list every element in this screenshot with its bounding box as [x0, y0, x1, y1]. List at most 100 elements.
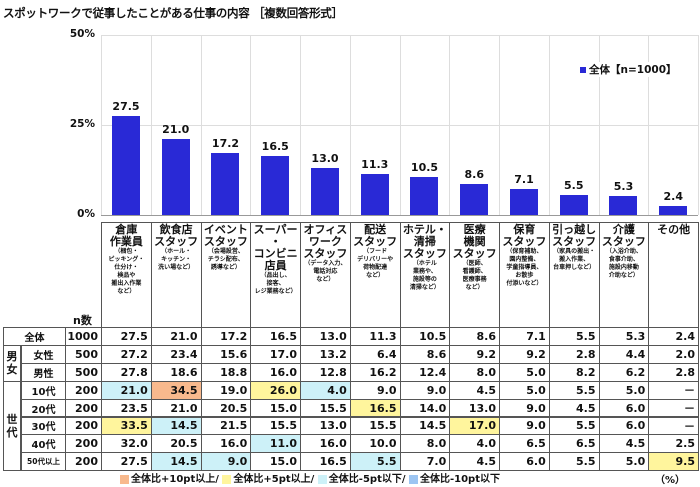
table-cell: 7.0	[399, 452, 451, 472]
bar	[659, 206, 688, 215]
table-cell: 11.0	[250, 434, 301, 454]
bar-value-label: 5.5	[564, 179, 584, 193]
gridline-vertical	[698, 35, 699, 215]
row-label: 女性	[21, 344, 66, 364]
table-cell: 15.5	[300, 398, 351, 418]
table-cell: 16.2	[349, 362, 401, 382]
row-n: 200	[65, 452, 102, 472]
row-label: 全体	[3, 327, 66, 346]
table-cell: 6.5	[548, 434, 600, 454]
row-n: 500	[65, 362, 102, 382]
table-cell: 27.5	[101, 452, 152, 472]
bar	[161, 139, 190, 215]
table-cell: 9.0	[349, 380, 401, 400]
category-name: 引っ越し スタッフ	[552, 223, 597, 248]
bar	[310, 168, 339, 215]
table-cell: 8.2	[548, 362, 600, 382]
table-cell: 9.2	[499, 344, 550, 364]
table-cell: 18.8	[200, 362, 252, 382]
swatch-p10	[120, 474, 129, 484]
row-n: 500	[65, 344, 102, 364]
table-cell: 16.5	[250, 327, 301, 346]
table-cell: －	[648, 416, 699, 436]
bar-value-label: 8.6	[464, 168, 485, 182]
category-note: （入浴介助、 食事介助、 施設内移動 介助など）	[605, 248, 642, 279]
table-cell: 23.4	[150, 344, 202, 364]
table-cell: 16.5	[300, 452, 351, 472]
category-note: （ホール・ キッチン・ 洗い場など）	[158, 248, 195, 271]
table-cell: 17.0	[449, 416, 500, 436]
table-cell: 27.5	[101, 327, 152, 346]
table-cell: 9.0	[499, 398, 550, 418]
table-cell: 6.0	[499, 452, 550, 472]
table-cell: 13.0	[449, 398, 500, 418]
unit-label: （%）	[655, 475, 686, 486]
gridline-horizontal	[101, 125, 698, 126]
row-label: 20代	[21, 398, 66, 418]
bar-value-label: 17.2	[211, 137, 240, 151]
legend-label: 全体【n=1000】	[589, 64, 677, 76]
table-cell: 2.5	[648, 434, 699, 454]
table-cell: 13.2	[300, 344, 351, 364]
row-n: 1000	[65, 327, 102, 346]
table-cell: 4.4	[598, 344, 650, 364]
bar-value-label: 21.0	[162, 123, 190, 137]
table-cell: 13.0	[300, 416, 351, 436]
table-cell: 9.5	[648, 452, 699, 472]
category-name: その他	[657, 223, 691, 236]
table-cell: 15.6	[200, 344, 252, 364]
table-cell: 15.5	[250, 416, 301, 436]
column-header: ホテル・ 清掃 スタッフ （ホテル 業務や、 施設等の 清掃など）	[399, 222, 451, 327]
category-note: （データ入力、 電話対応 など）	[304, 260, 347, 283]
gridline-horizontal	[101, 35, 698, 36]
table-cell: 2.4	[648, 327, 699, 346]
swatch-m10	[408, 474, 418, 484]
bar	[509, 189, 538, 215]
table-cell: 10.5	[399, 327, 451, 346]
table-cell: 6.0	[598, 416, 650, 436]
row-label: 10代	[21, 380, 66, 400]
table-cell: 15.0	[250, 398, 301, 418]
category-name: オフィス ワーク スタッフ	[303, 223, 348, 260]
bar	[460, 184, 489, 215]
table-cell: 16.0	[300, 434, 351, 454]
row-label: 40代	[21, 434, 66, 454]
category-name: イベント スタッフ	[203, 223, 248, 248]
table-cell: 6.0	[598, 398, 650, 418]
row-n: 200	[65, 416, 102, 436]
group-label-age: 世 代	[3, 380, 21, 472]
category-name: 飲食店 スタッフ	[154, 223, 199, 248]
category-note: （梱包・ ピッキング・ 仕分け・ 検品や 搬出入作業 など）	[108, 248, 145, 295]
table-cell: 9.0	[399, 380, 451, 400]
table-cell: 2.8	[548, 344, 600, 364]
row-label: 50代以上	[21, 452, 66, 472]
table-cell: 9.2	[449, 344, 500, 364]
table-cell: 5.5	[548, 327, 600, 346]
bar	[410, 177, 439, 215]
table-cell: 4.5	[548, 398, 600, 418]
table-cell: 27.2	[101, 344, 152, 364]
table-cell: 5.0	[499, 362, 550, 382]
bar	[261, 155, 290, 215]
chart-title: スポットワークで従事したことがある仕事の内容 ［複数回答形式］	[3, 6, 343, 20]
table-cell: 2.0	[648, 344, 699, 364]
table-cell: 34.5	[150, 380, 202, 400]
swatch-m5	[317, 474, 327, 484]
table-cell: 5.0	[598, 452, 650, 472]
legend: 全体【n=1000】	[578, 62, 679, 77]
category-name: 介護 スタッフ	[601, 223, 646, 248]
table-cell: 5.5	[548, 416, 600, 436]
table-cell: 12.8	[300, 362, 351, 382]
table-cell: 16.0	[250, 362, 301, 382]
table-cell: 14.0	[399, 398, 451, 418]
table-cell: 17.2	[200, 327, 252, 346]
category-name: 医療 機関 スタッフ	[452, 223, 497, 260]
table-cell: 15.0	[250, 452, 301, 472]
category-note: （ホテル 業務や、 施設等の 清掃など）	[409, 260, 440, 291]
bar-value-label: 11.3	[361, 158, 389, 172]
y-tick-label: 50%	[69, 28, 95, 40]
table-cell: 14.5	[399, 416, 451, 436]
category-name: 配送 スタッフ	[353, 223, 398, 248]
legend-swatch	[580, 67, 586, 73]
table-cell: 9.0	[499, 416, 550, 436]
